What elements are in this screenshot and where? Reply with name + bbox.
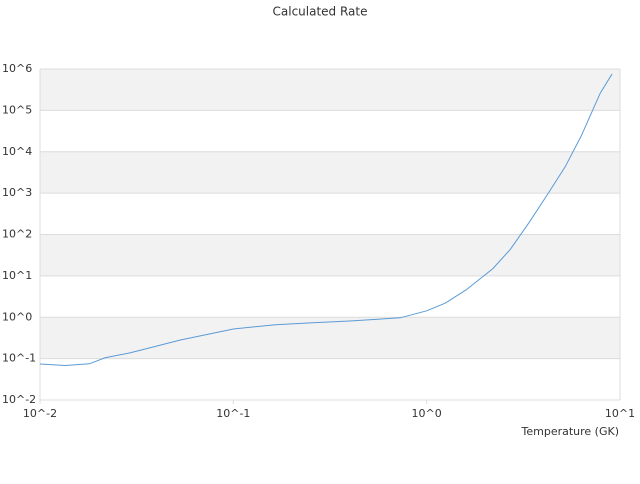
x-axis-label: Temperature (GK) [521, 425, 620, 438]
grid-band [40, 234, 620, 276]
chart-title: Calculated Rate [273, 5, 368, 19]
data-line [39, 73, 613, 367]
y-tick-label: 10^3 [2, 186, 32, 199]
x-tick-label: 10^-1 [216, 407, 250, 420]
x-tick-label: 10^-2 [23, 407, 57, 420]
y-tick-label: 10^1 [2, 269, 32, 282]
y-tick-label: 10^-1 [2, 352, 36, 365]
y-tick-label: 10^-2 [2, 393, 36, 406]
y-tick-label: 10^2 [2, 228, 32, 241]
x-tick-label: 10^1 [605, 407, 635, 420]
x-tick-label: 10^0 [412, 407, 442, 420]
grid-band [40, 151, 620, 194]
y-tick-label: 10^0 [2, 310, 32, 323]
y-tick-label: 10^5 [2, 103, 32, 116]
plot-background [40, 69, 620, 359]
y-tick-label: 10^6 [2, 62, 32, 75]
grid-band [40, 317, 620, 359]
grid-band [40, 69, 620, 111]
y-tick-label: 10^4 [2, 145, 32, 158]
